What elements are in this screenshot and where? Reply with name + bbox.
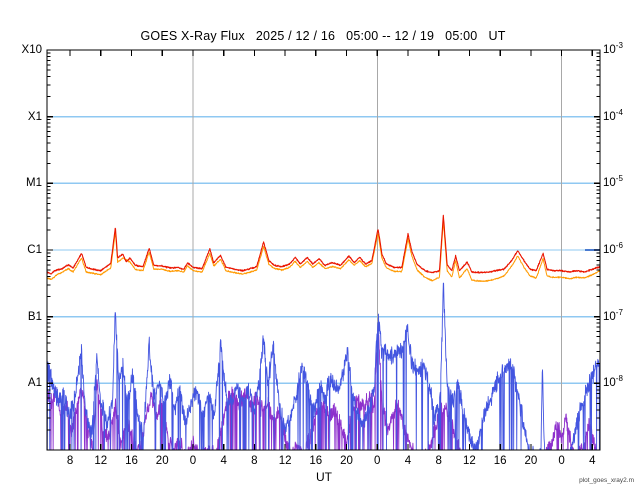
x-tick-label: 12 (463, 455, 476, 467)
x-tick-label: 4 (404, 455, 412, 467)
x-tick-label: 16 (493, 455, 507, 467)
xray-long-primary-trace (46, 214, 601, 275)
x-tick-label: 20 (340, 455, 353, 467)
y-left-label: M1 (26, 177, 42, 190)
x-tick-label: 16 (125, 455, 138, 467)
y-right-label: 10-3 (603, 41, 623, 56)
x-tick-label: 0 (374, 455, 381, 467)
y-right-label: 10-6 (603, 241, 623, 256)
script-name-label: plot_goes_xray2.m (579, 477, 634, 484)
y-left-label: C1 (27, 244, 42, 256)
xray-short-primary-trace (46, 282, 601, 451)
y-left-label: B1 (27, 310, 42, 323)
x-tick-label: 20 (155, 455, 169, 467)
x-tick-label: 8 (66, 455, 74, 467)
x-tick-label: 12 (278, 455, 292, 467)
x-tick-label: 8 (251, 455, 258, 467)
y-right-label: 10-7 (603, 307, 623, 323)
y-right-label: 10-5 (603, 174, 623, 190)
x-tick-label: 0 (558, 455, 565, 467)
x-tick-label: 12 (94, 455, 108, 467)
y-right-label: 10-4 (603, 107, 623, 123)
x-tick-label: 16 (309, 455, 323, 467)
xray-long-secondary-trace (46, 219, 601, 282)
chart-title: GOES X-Ray Flux 2025 / 12 / 16 05:00 -- … (140, 29, 506, 43)
x-tick-label: 0 (189, 455, 197, 467)
x-tick-label: 8 (435, 455, 442, 467)
y-right-label: 10-8 (603, 374, 623, 390)
x-tick-label: 4 (589, 455, 596, 467)
y-left-label: A1 (27, 377, 42, 390)
x-tick-label: 20 (524, 455, 538, 467)
x-tick-label: 4 (220, 455, 227, 467)
x-axis-label: UT (316, 470, 332, 484)
y-left-label: X10 (21, 44, 42, 56)
y-left-label: X1 (27, 110, 42, 123)
